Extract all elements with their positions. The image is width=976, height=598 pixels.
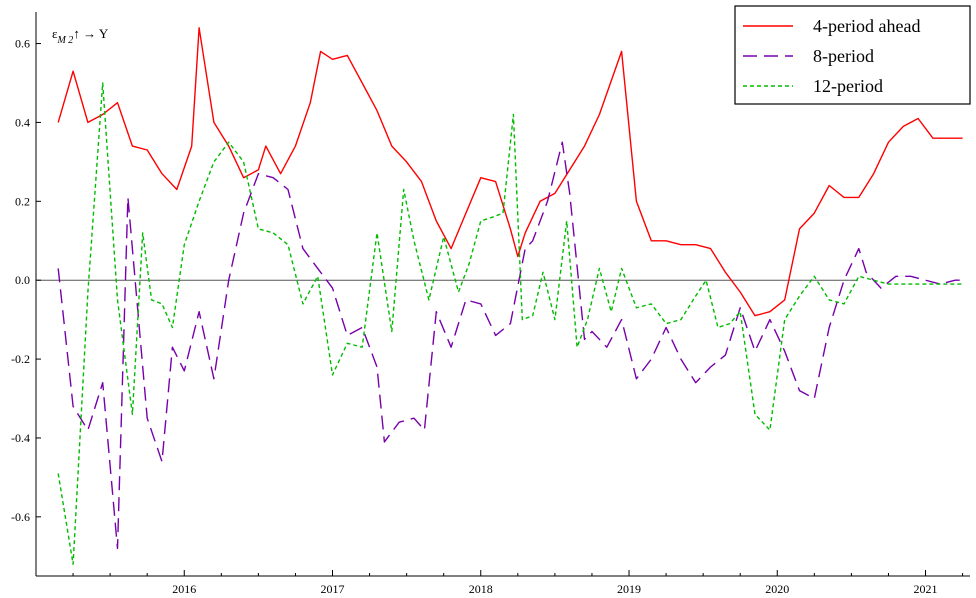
y-axis-label-sub: M 2 (56, 35, 73, 46)
series-layer (57, 27, 963, 565)
x-tick-label: 2019 (617, 582, 641, 596)
y-tick-label: 0.6 (15, 37, 30, 51)
y-axis: -0.6 -0.4 -0.2 0.0 0.2 0.4 0.6 (11, 37, 41, 524)
svg-text:εM 2↑ → Y: εM 2↑ → Y (52, 26, 109, 46)
legend: 4-period ahead 8-period 12-period (734, 5, 971, 105)
y-tick-label: 0.0 (15, 273, 30, 287)
x-axis: 2016 2017 2018 2019 2020 2021 (35, 570, 964, 596)
legend-label-1: 4-period ahead (813, 16, 920, 36)
y-tick-label: 0.2 (15, 194, 30, 208)
y-axis-label: εM 2↑ → Y (52, 26, 109, 46)
x-tick-label: 2017 (321, 582, 345, 596)
series-line-1 (57, 27, 963, 317)
y-tick-label: -0.2 (11, 352, 30, 366)
legend-box (734, 5, 971, 105)
legend-label-2: 8-period (813, 46, 874, 66)
y-tick-label: -0.4 (11, 431, 30, 445)
x-tick-label: 2020 (765, 582, 789, 596)
x-tick-label: 2016 (172, 582, 196, 596)
legend-label-3: 12-period (813, 76, 883, 96)
y-tick-label: 0.4 (15, 115, 30, 129)
x-tick-label: 2018 (469, 582, 493, 596)
series-line-2 (57, 141, 963, 550)
series-line-3 (57, 82, 963, 565)
y-tick-label: -0.6 (11, 510, 30, 524)
x-tick-label: 2021 (914, 582, 938, 596)
y-axis-label-rest: ↑ → Y (73, 26, 109, 41)
y-axis-label-base: ε (52, 26, 58, 41)
